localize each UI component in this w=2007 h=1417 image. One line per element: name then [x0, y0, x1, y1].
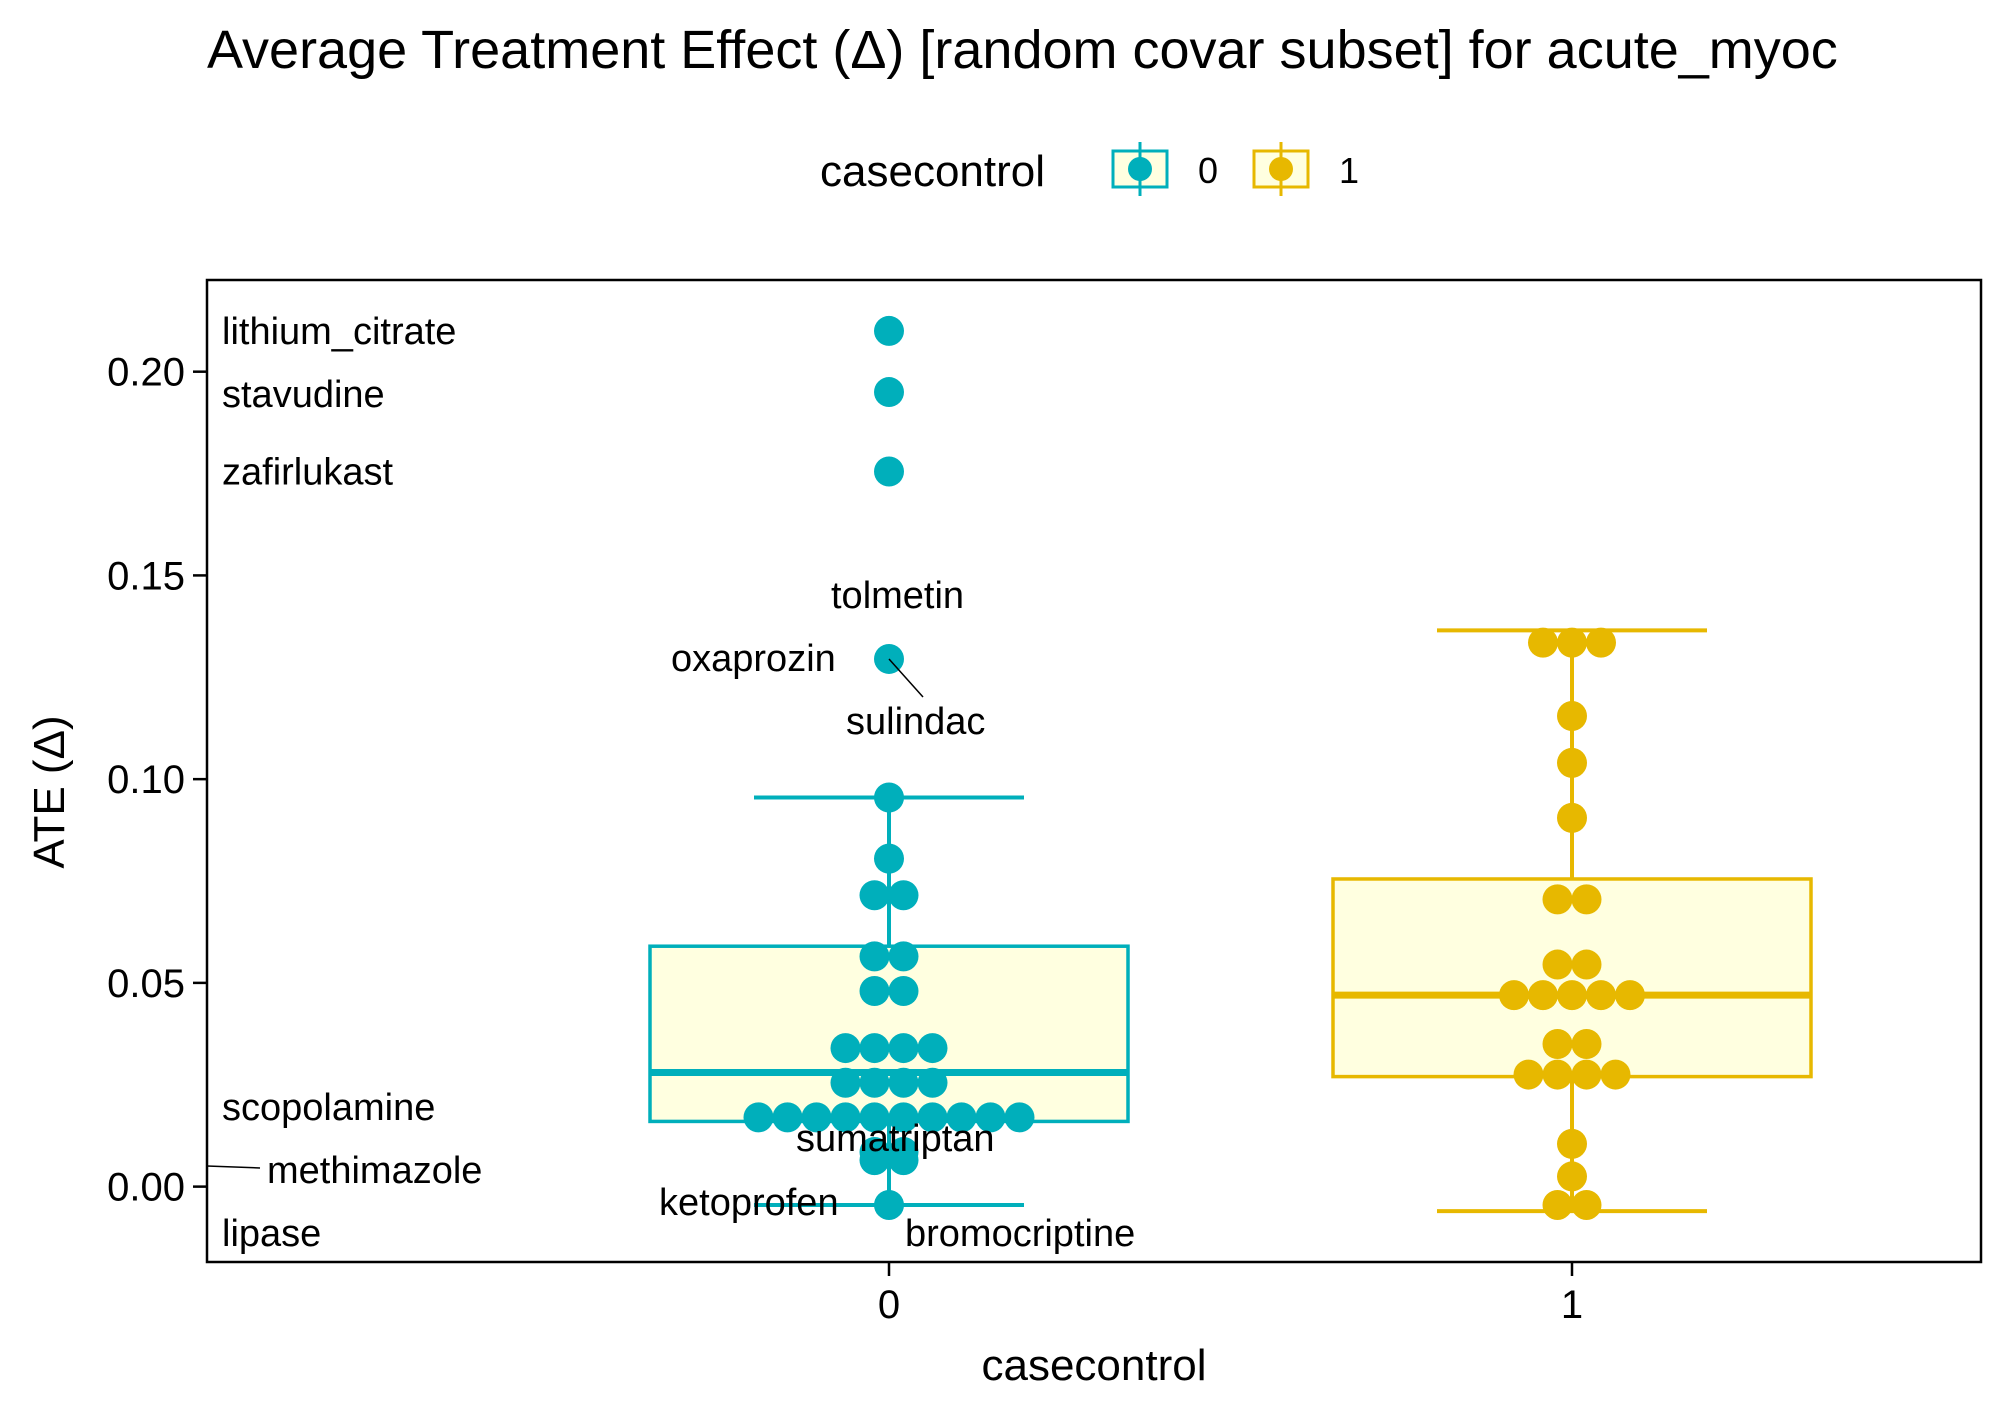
data-point — [859, 880, 890, 911]
point-label-zafirlukast: zafirlukast — [222, 452, 393, 494]
data-point — [1542, 1059, 1573, 1090]
legend-key-1: 1 — [1252, 142, 1359, 196]
data-point — [874, 377, 904, 408]
point-label-tolmetin: tolmetin — [831, 575, 964, 617]
y-tick-label: 0.20 — [107, 351, 185, 395]
chart-title: Average Treatment Effect (Δ) [random cov… — [207, 20, 1838, 80]
panel-border — [205, 278, 1983, 1264]
label-leader-sulindac — [888, 658, 924, 698]
point-labels: lithium_citrate stavudine zafirlukast tolme… — [206, 311, 1135, 1255]
y-tick-label: 0.15 — [107, 554, 185, 598]
data-point — [830, 1102, 861, 1133]
data-point — [888, 1033, 919, 1064]
data-point — [1004, 1102, 1035, 1133]
data-point — [830, 1033, 861, 1064]
data-point — [1571, 884, 1602, 915]
point-label-lipase: lipase — [222, 1213, 321, 1255]
data-point — [888, 1145, 919, 1176]
point-label-sulindac: sulindac — [846, 701, 985, 743]
x-tick-label: 1 — [1561, 1283, 1583, 1327]
legend-title: casecontrol — [820, 147, 1045, 196]
data-point — [1586, 980, 1616, 1011]
plot-area: lithium_citrate stavudine zafirlukast tolme… — [205, 278, 1983, 1264]
point-label-oxaprozin: oxaprozin — [671, 638, 836, 680]
data-point — [830, 1067, 861, 1098]
data-point — [859, 1033, 890, 1064]
legend-key-0-dot — [1128, 157, 1152, 181]
legend-label-0: 0 — [1198, 150, 1218, 191]
y-tick-label: 0.00 — [107, 1166, 185, 1210]
data-point — [1557, 747, 1587, 778]
data-point — [1528, 980, 1558, 1011]
data-point — [917, 1067, 948, 1098]
data-point — [859, 941, 890, 972]
data-point — [1571, 949, 1602, 980]
data-point — [1542, 1029, 1573, 1060]
data-point — [859, 1145, 890, 1176]
label-leader-methimazole — [206, 1165, 261, 1169]
point-label-bromocriptine: bromocriptine — [905, 1213, 1135, 1255]
data-point — [946, 1102, 977, 1133]
data-point — [1499, 980, 1529, 1011]
data-point — [1513, 1059, 1544, 1090]
data-point — [1557, 1128, 1587, 1159]
legend-key-0: 0 — [1111, 142, 1218, 196]
data-point — [1542, 1189, 1573, 1220]
point-label-ketoprofen: ketoprofen — [659, 1182, 839, 1224]
data-point — [743, 1102, 774, 1133]
data-point — [1557, 1161, 1587, 1192]
data-point — [1557, 700, 1587, 731]
data-point — [1542, 884, 1573, 915]
y-axis: 0.00 0.05 0.10 0.15 0.20 — [107, 351, 207, 1210]
legend-key-1-dot — [1269, 157, 1293, 181]
data-point — [1557, 627, 1587, 658]
data-point — [859, 976, 890, 1007]
box-0 — [648, 944, 1130, 1124]
data-point — [874, 843, 904, 874]
data-point — [917, 1033, 948, 1064]
y-axis-title: ATE (Δ) — [25, 715, 74, 868]
series-1 — [1331, 627, 1813, 1220]
data-point — [888, 880, 919, 911]
data-point — [1557, 802, 1587, 833]
point-label-sumatriptan: sumatriptan — [796, 1118, 995, 1160]
data-point — [859, 1067, 890, 1098]
data-point — [1571, 1029, 1602, 1060]
data-point — [1571, 1059, 1602, 1090]
point-label-scopolamine: scopolamine — [222, 1087, 435, 1129]
data-point — [801, 1102, 832, 1133]
data-point — [1557, 980, 1587, 1011]
data-point — [917, 1102, 948, 1133]
data-point — [975, 1102, 1006, 1133]
data-point — [772, 1102, 803, 1133]
data-point — [874, 315, 904, 346]
x-tick-label: 0 — [878, 1283, 900, 1327]
y-tick-label: 0.05 — [107, 962, 185, 1006]
series-0 — [648, 315, 1130, 1220]
data-point — [1542, 949, 1573, 980]
data-point — [1586, 627, 1616, 658]
data-point — [1615, 980, 1645, 1011]
point-label-lithium-citrate: lithium_citrate — [222, 311, 456, 353]
data-point — [1528, 627, 1558, 658]
data-point — [874, 1189, 904, 1220]
data-point — [888, 941, 919, 972]
data-point — [859, 1102, 890, 1133]
y-tick-label: 0.10 — [107, 758, 185, 802]
legend: casecontrol 0 1 — [820, 142, 1359, 196]
data-point — [1571, 1189, 1602, 1220]
data-point — [888, 976, 919, 1007]
data-point — [1600, 1059, 1631, 1090]
legend-label-1: 1 — [1339, 150, 1359, 191]
x-axis-title: casecontrol — [981, 1341, 1206, 1390]
point-label-methimazole: methimazole — [267, 1150, 482, 1192]
point-label-stavudine: stavudine — [222, 374, 385, 416]
data-point — [888, 1102, 919, 1133]
data-point — [888, 1067, 919, 1098]
data-point — [874, 456, 904, 487]
data-point — [874, 782, 904, 813]
